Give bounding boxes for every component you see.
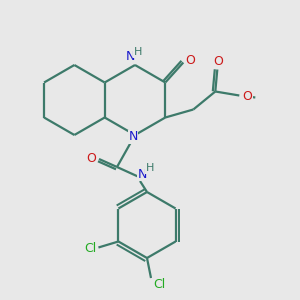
Text: O: O <box>242 90 252 103</box>
Text: O: O <box>86 152 96 164</box>
Text: H: H <box>134 47 142 57</box>
Text: N: N <box>125 50 135 62</box>
Text: H: H <box>146 163 154 173</box>
Text: N: N <box>128 130 138 143</box>
Text: Cl: Cl <box>84 242 97 255</box>
Text: O: O <box>213 55 223 68</box>
Text: Cl: Cl <box>153 278 165 290</box>
Text: O: O <box>185 54 195 67</box>
Text: N: N <box>137 167 147 181</box>
